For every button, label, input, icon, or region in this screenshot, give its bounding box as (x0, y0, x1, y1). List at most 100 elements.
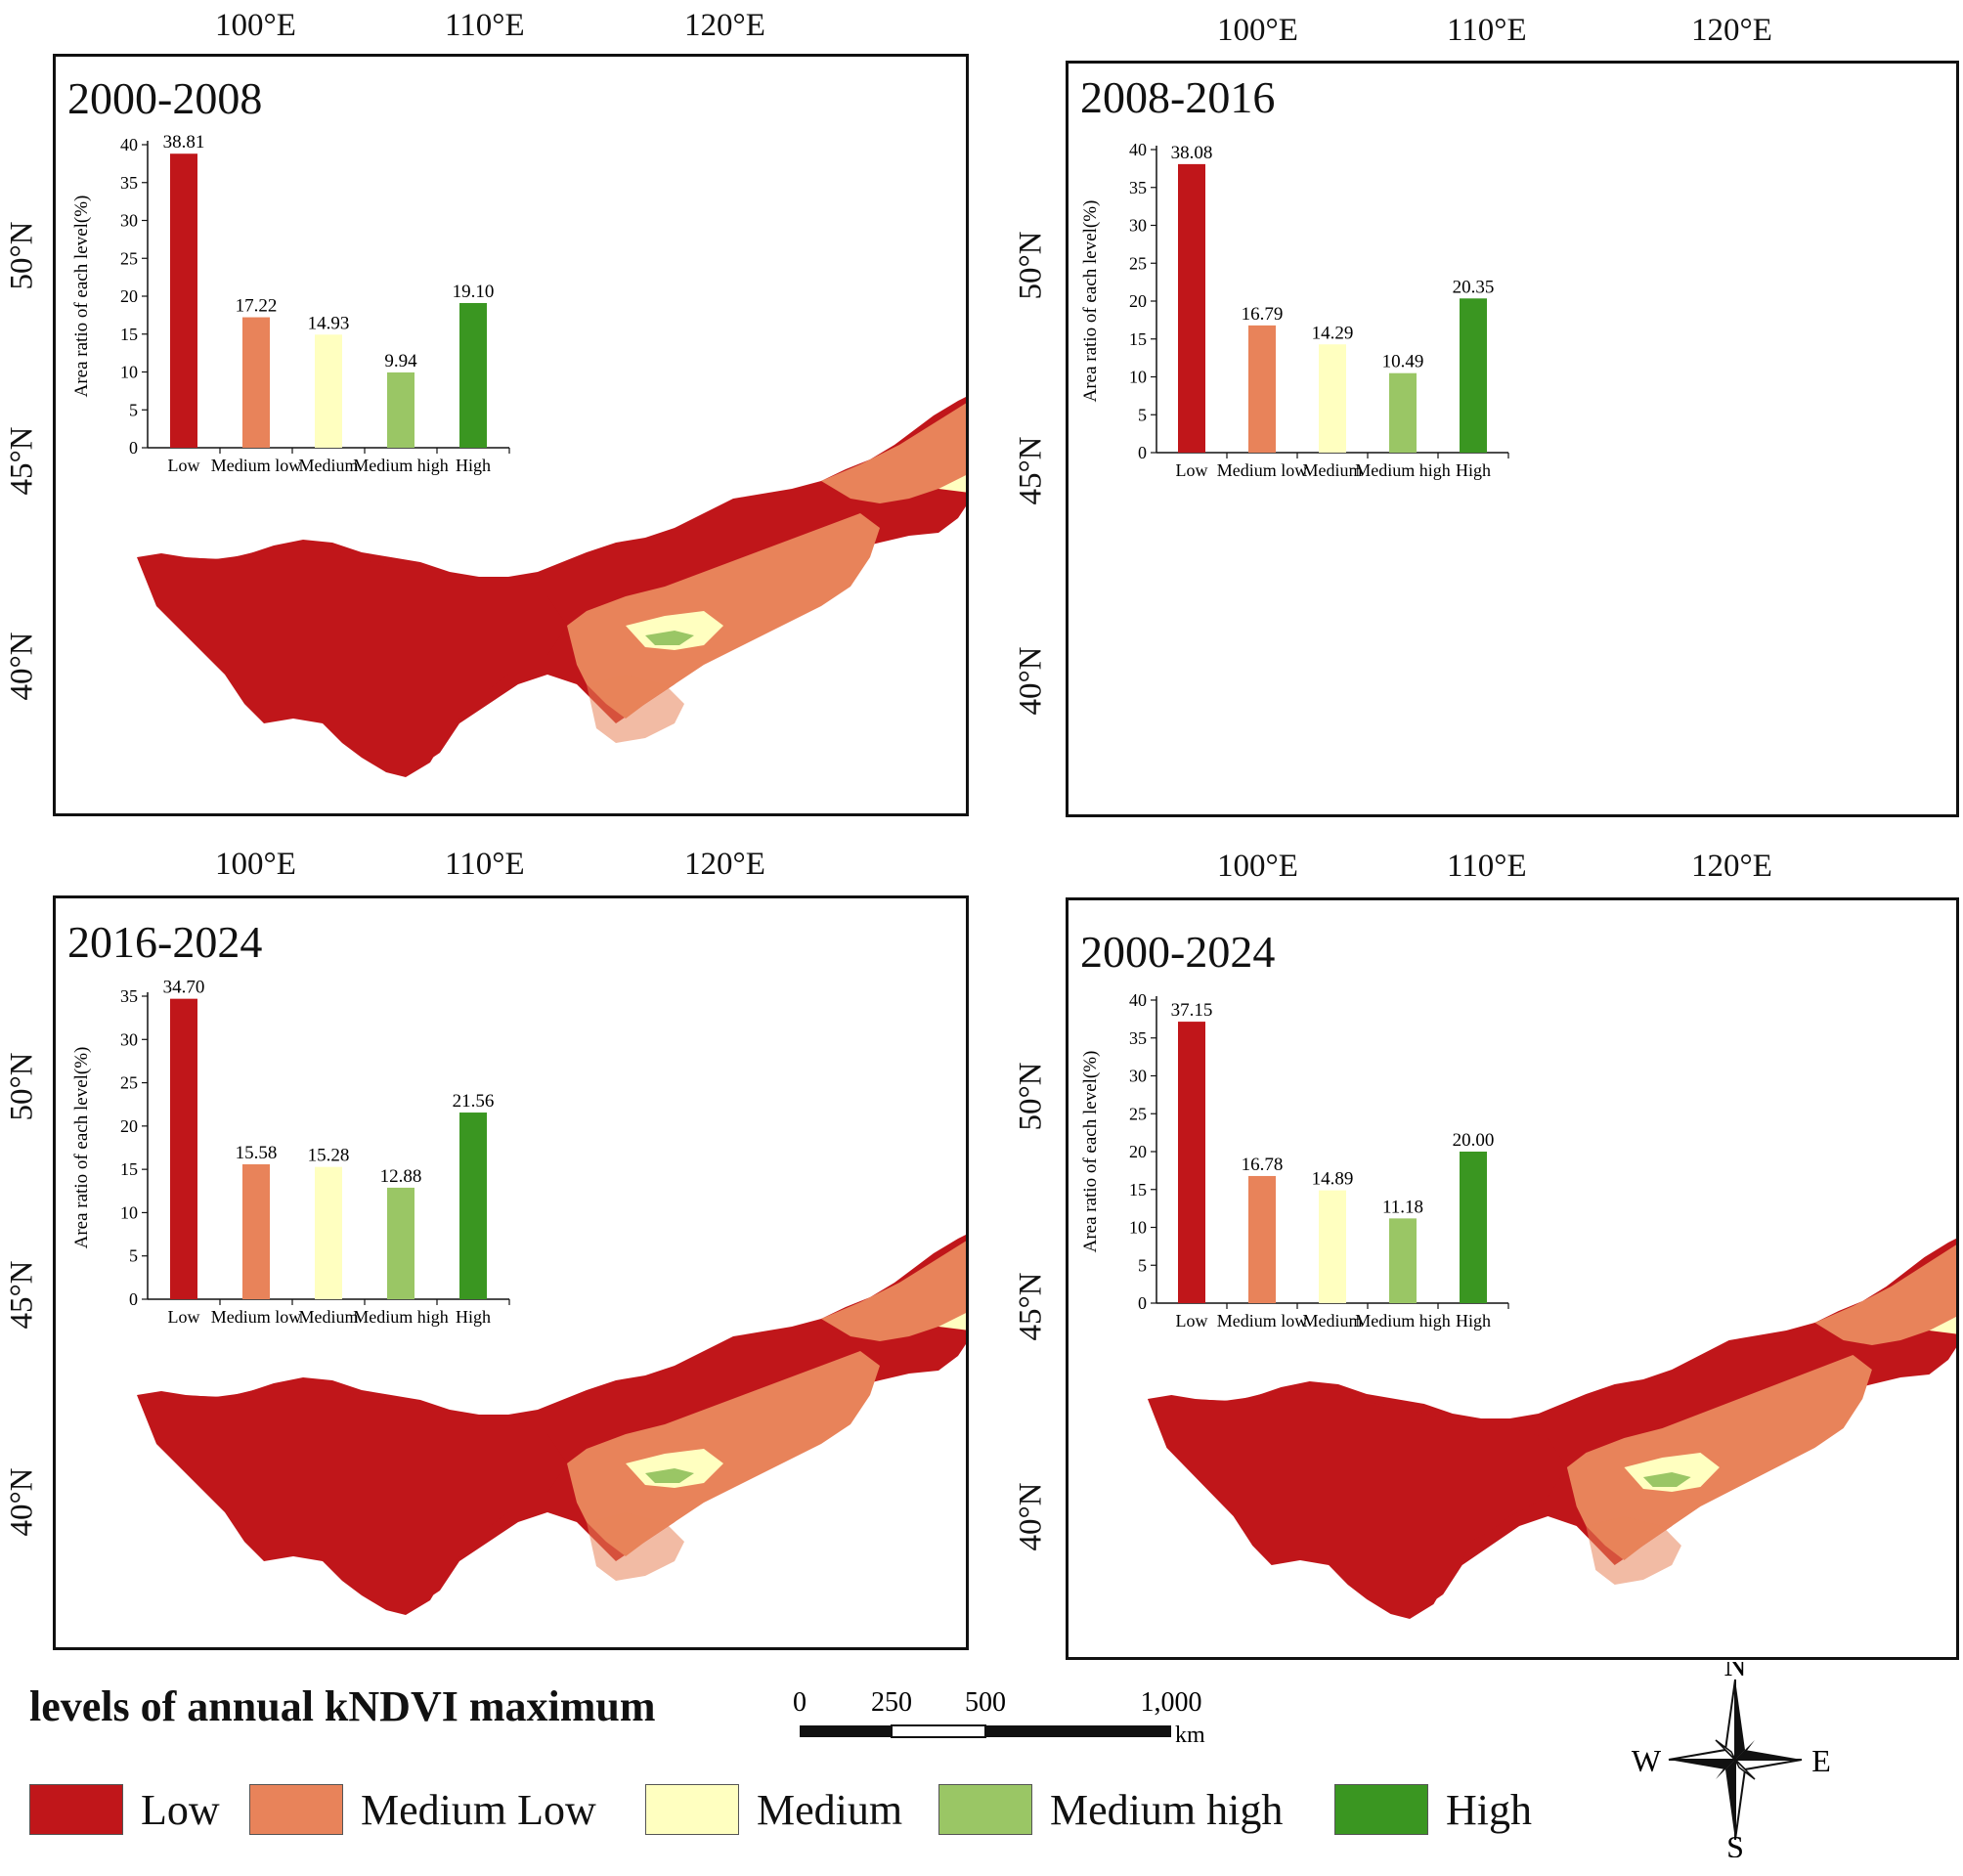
legend-item-low: Low (29, 1784, 220, 1835)
legend-swatch-high (1334, 1784, 1428, 1835)
bar-medium (1319, 344, 1346, 453)
x-category-label: High (1456, 460, 1491, 480)
y-tick-label: 10 (1129, 368, 1147, 387)
y-tick-label: 0 (129, 1289, 138, 1309)
map-frame: 2016-2024 Area ratio of each level(%) 0 5 1… (53, 895, 969, 1650)
legend-swatch-low (29, 1784, 123, 1835)
bar-medium (315, 1166, 342, 1299)
y-tick-label: 35 (120, 986, 138, 1006)
x-category-label: Medium high (353, 1307, 449, 1327)
y-tick-label: 10 (120, 363, 138, 382)
y-tick-label: 20 (120, 286, 138, 306)
bar-high (1460, 298, 1487, 453)
bar-value-label: 10.49 (1382, 352, 1424, 372)
y-axis-label: Area ratio of each level(%) (71, 1047, 92, 1249)
map-frame: 2000-2024 Area ratio of each level(%) 0 5 1… (1066, 897, 1959, 1660)
y-tick-label: 40 (1129, 990, 1147, 1010)
y-axis-label: Area ratio of each level(%) (1080, 200, 1101, 403)
map-frame: 2000-2008 Area ratio of each level(%) 0 5 1… (53, 54, 969, 816)
compass-s: S (1726, 1829, 1744, 1857)
y-tick-label: 20 (120, 1116, 138, 1136)
bar-medium-low (242, 1164, 270, 1299)
lon-label-100: 100°E (1217, 13, 1298, 48)
x-category-label: Medium high (353, 456, 449, 475)
lat-label-40: 40°N (4, 1467, 40, 1537)
bar-medium-high (1389, 1218, 1417, 1303)
bar-medium-low (1248, 1175, 1276, 1303)
y-tick-label: 15 (1129, 329, 1147, 349)
y-tick-label: 5 (129, 400, 138, 419)
bar-low (170, 998, 197, 1299)
y-tick-label: 15 (120, 1159, 138, 1179)
lon-label-110: 110°E (1447, 849, 1527, 884)
bar-value-label: 12.88 (380, 1166, 422, 1187)
lon-label-110: 110°E (445, 8, 525, 43)
north-arrow-icon: N S W E (1632, 1662, 1831, 1857)
bar-low (1178, 1022, 1205, 1303)
y-tick-label: 20 (1129, 1142, 1147, 1161)
x-category-label: Medium (299, 1307, 359, 1327)
legend-swatch-medium-high (938, 1784, 1032, 1835)
map-frame: 2008-2016 Area ratio of each level(%) 0 5 1… (1066, 61, 1959, 817)
scale-seg-3 (985, 1725, 1171, 1737)
scale-bar: 0 250 500 1,000 km (793, 1687, 1205, 1748)
y-tick-label: 0 (1138, 1293, 1147, 1313)
lon-label-100: 100°E (215, 847, 296, 882)
scale-seg-2 (891, 1724, 986, 1738)
legend-label: Medium (757, 1785, 903, 1834)
x-category-label: Medium low (1217, 1311, 1308, 1331)
bar-value-label: 11.18 (1382, 1197, 1423, 1217)
bar-medium-low (242, 317, 270, 448)
bar-medium (1319, 1190, 1346, 1303)
bar-chart: Area ratio of each level(%) 0 5 10 15 20 25 30 3… (71, 978, 510, 1327)
scale-seg-1 (800, 1725, 892, 1737)
lon-label-110: 110°E (445, 847, 525, 882)
bar-value-label: 38.08 (1171, 143, 1213, 163)
bar-medium (315, 334, 342, 448)
bar-high (459, 302, 487, 448)
lat-label-45: 45°N (4, 426, 40, 496)
lat-label-40: 40°N (4, 632, 40, 701)
lon-label-120: 120°E (684, 847, 765, 882)
compass-w: W (1632, 1743, 1662, 1778)
x-category-label: Medium low (211, 1307, 302, 1327)
x-category-label: Medium high (1355, 460, 1451, 480)
lat-label-50: 50°N (1013, 1062, 1049, 1131)
bar-high (459, 1113, 487, 1299)
legend-label: Medium high (1050, 1785, 1284, 1834)
y-tick-label: 20 (1129, 291, 1147, 311)
bar-value-label: 15.58 (236, 1143, 278, 1163)
x-category-label: High (456, 1307, 491, 1327)
scale-tick-250: 250 (871, 1687, 912, 1718)
legend-item-medium-low: Medium Low (249, 1784, 596, 1835)
y-tick-label: 10 (1129, 1218, 1147, 1238)
lon-label-120: 120°E (684, 8, 765, 43)
y-tick-label: 15 (1129, 1180, 1147, 1200)
lon-label-120: 120°E (1691, 849, 1772, 884)
y-tick-label: 25 (1129, 1104, 1147, 1123)
legend-swatch-medium (645, 1784, 739, 1835)
lat-label-45: 45°N (1013, 436, 1049, 505)
y-tick-label: 35 (1129, 1028, 1147, 1048)
bar-low (1178, 163, 1205, 453)
compass-n: N (1723, 1662, 1746, 1682)
scale-tick-500: 500 (965, 1687, 1006, 1718)
bar-medium-low (1248, 325, 1276, 453)
x-category-label: Low (1176, 460, 1208, 480)
x-category-label: High (456, 456, 491, 475)
bar-medium-high (387, 371, 414, 448)
x-category-label: Medium high (1355, 1311, 1451, 1331)
legend-item-high: High (1334, 1784, 1532, 1835)
period-title: 2000-2024 (1080, 927, 1276, 977)
bar-value-label: 9.94 (384, 351, 417, 371)
y-axis-label: Area ratio of each level(%) (1080, 1051, 1101, 1253)
y-tick-label: 15 (120, 325, 138, 344)
bar-value-label: 15.28 (308, 1146, 350, 1166)
x-category-label: Low (168, 1307, 200, 1327)
y-tick-label: 40 (120, 135, 138, 154)
bar-value-label: 38.81 (163, 132, 205, 153)
x-category-label: Medium (1303, 1311, 1363, 1331)
y-tick-label: 35 (1129, 178, 1147, 197)
bar-value-label: 14.29 (1312, 323, 1354, 343)
y-tick-label: 0 (129, 438, 138, 458)
